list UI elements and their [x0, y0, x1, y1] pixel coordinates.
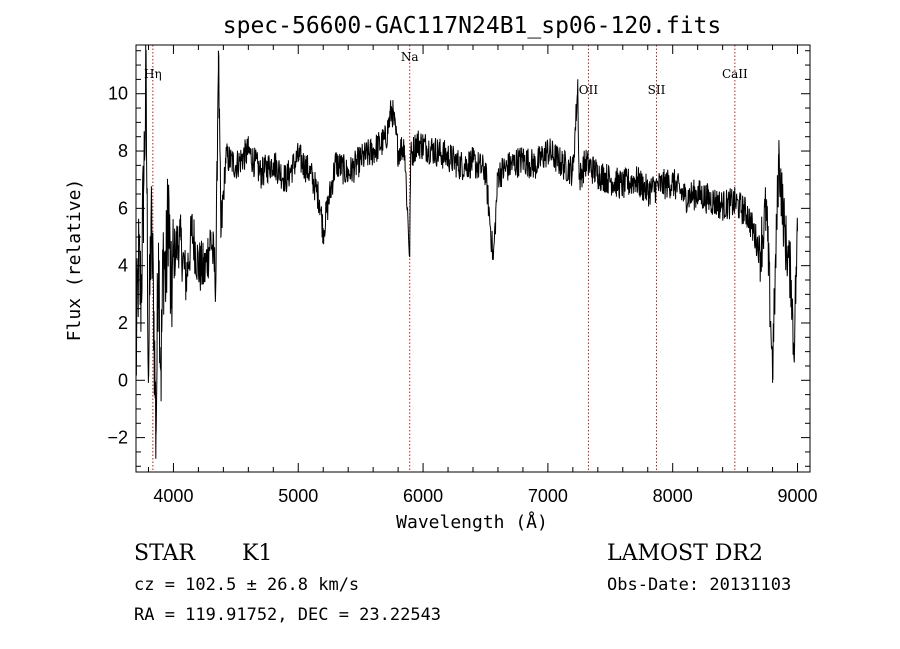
chart-title: spec-56600-GAC117N24B1_sp06-120.fits — [223, 13, 722, 39]
y-tick-label: 0 — [118, 370, 128, 390]
y-tick-label: 6 — [118, 198, 128, 218]
spectral-line-markers: Hη Na OII SII CaII — [144, 45, 748, 472]
y-tick-label: −2 — [107, 428, 128, 448]
y-axis-label: Flux (relative) — [64, 179, 85, 342]
plot-frame — [135, 44, 811, 473]
y-tick-label: 2 — [118, 313, 128, 333]
spectrum-line — [135, 44, 798, 459]
x-tick-label: 6000 — [403, 486, 443, 506]
x-axis-label: Wavelength (Å) — [396, 511, 548, 533]
line-marker-label: SII — [648, 83, 666, 97]
line-marker-label: OII — [579, 83, 599, 97]
object-subclass: K1 — [242, 541, 272, 566]
coordinates: RA = 119.91752, DEC = 23.22543 — [134, 605, 441, 625]
x-tick-label: 4000 — [153, 486, 193, 506]
survey-name: LAMOST DR2 — [607, 541, 763, 566]
y-tick-label: 4 — [118, 256, 128, 276]
line-marker-label: Hη — [144, 67, 162, 81]
x-tick-label: 9000 — [777, 486, 817, 506]
y-tick-label: 8 — [118, 141, 128, 161]
observation-date: Obs-Date: 20131103 — [607, 575, 791, 595]
x-tick-label: 5000 — [278, 486, 318, 506]
y-axis-ticks: −2 0 2 4 6 8 10 — [107, 50, 810, 467]
object-class: STAR — [134, 541, 196, 566]
line-marker-label: Na — [401, 50, 419, 64]
y-tick-label: 10 — [108, 84, 128, 104]
x-tick-label: 7000 — [528, 486, 568, 506]
redshift-velocity: cz = 102.5 ± 26.8 km/s — [134, 575, 359, 595]
x-axis-ticks: 4000 5000 6000 7000 8000 9000 — [147, 45, 818, 506]
x-tick-label: 8000 — [653, 486, 693, 506]
line-marker-label: CaII — [722, 67, 748, 81]
